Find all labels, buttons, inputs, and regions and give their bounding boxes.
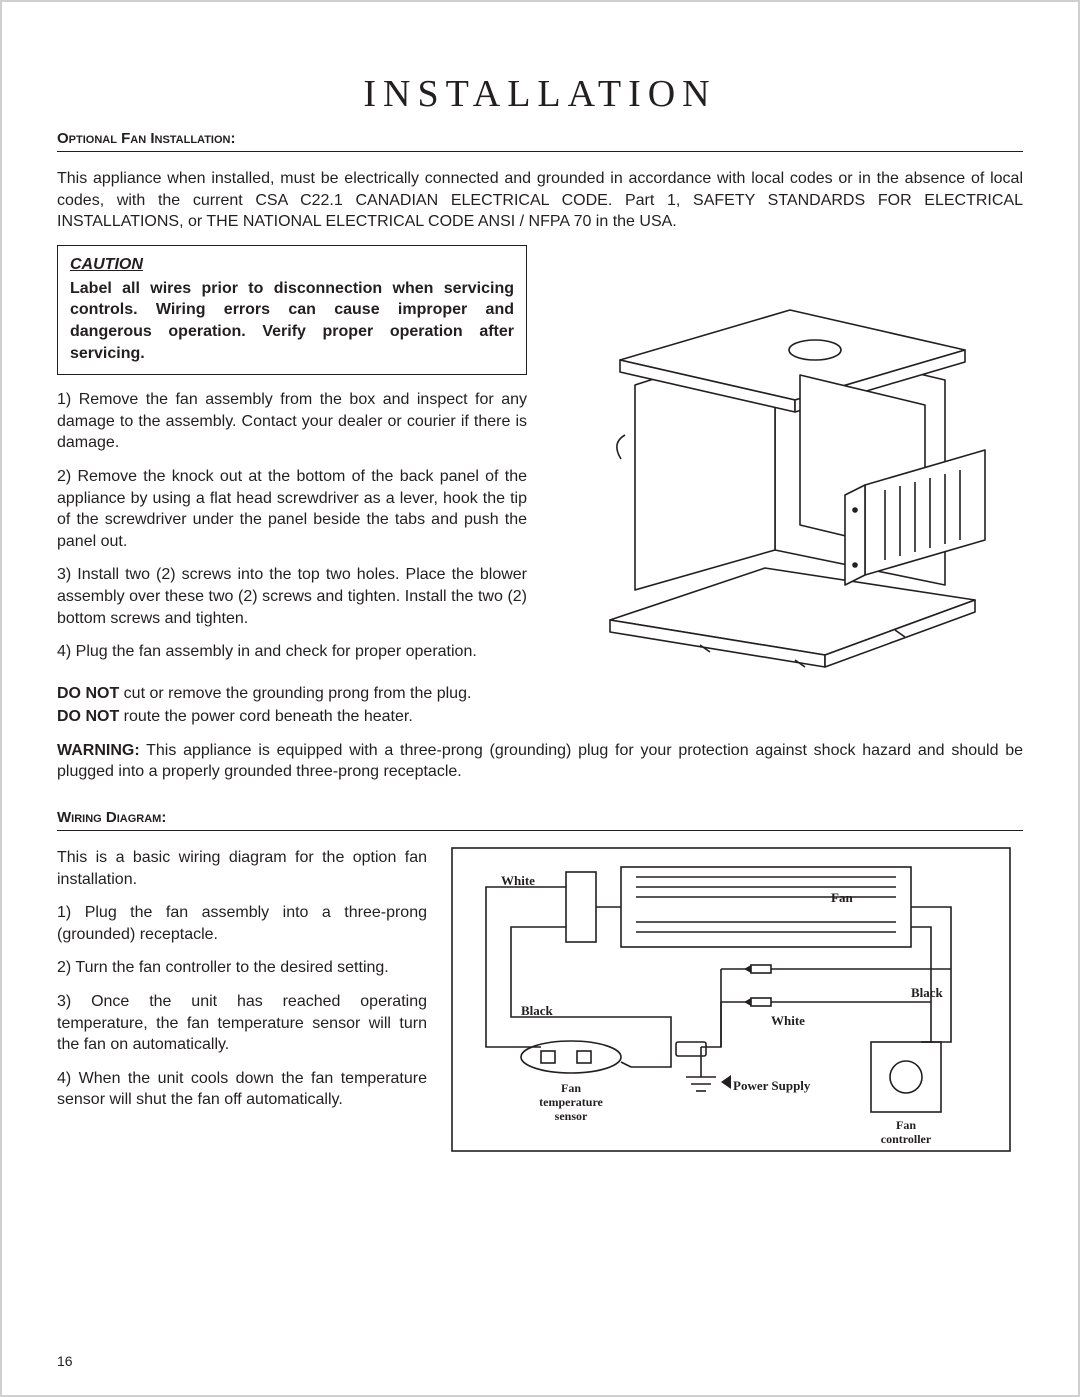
wiring-intro: This is a basic wiring diagram for the o…: [57, 847, 427, 890]
stove-diagram: [565, 250, 1005, 670]
step-text: 2) Remove the knock out at the bottom of…: [57, 466, 527, 552]
caution-body: Label all wires prior to disconnection w…: [70, 278, 514, 364]
step-text: 1) Remove the fan assembly from the box …: [57, 389, 527, 454]
fan-install-left: CAUTION Label all wires prior to disconn…: [57, 245, 527, 675]
wiring-row: This is a basic wiring diagram for the o…: [57, 847, 1023, 1152]
wiring-step: 4) When the unit cools down the fan temp…: [57, 1068, 427, 1111]
donot-text: cut or remove the grounding prong from t…: [119, 685, 471, 702]
page-number: 16: [57, 1353, 73, 1369]
wire-label: temperature: [539, 1095, 603, 1109]
warning-label: WARNING:: [57, 742, 140, 759]
wiring-step: 2) Turn the fan controller to the desire…: [57, 957, 427, 979]
caution-box: CAUTION Label all wires prior to disconn…: [57, 245, 527, 375]
section-header-wiring: Wiring Diagram:: [57, 809, 1023, 826]
wiring-right: White Fan Black Black White Power Supply…: [451, 847, 1023, 1152]
wire-label: Fan: [896, 1118, 916, 1132]
wire-label: Power Supply: [733, 1078, 811, 1093]
page: Installation Optional Fan Installation: …: [0, 0, 1080, 1397]
wiring-diagram: White Fan Black Black White Power Supply…: [451, 847, 1011, 1152]
warning-text: This appliance is equipped with a three-…: [57, 742, 1023, 781]
donot-label: DO NOT: [57, 708, 119, 725]
fan-install-row: CAUTION Label all wires prior to disconn…: [57, 245, 1023, 675]
wiring-step: 1) Plug the fan assembly into a three-pr…: [57, 902, 427, 945]
donot-line: DO NOT route the power cord beneath the …: [57, 706, 1023, 728]
fan-install-right: [547, 245, 1023, 675]
wiring-left: This is a basic wiring diagram for the o…: [57, 847, 427, 1123]
donot-text: route the power cord beneath the heater.: [119, 708, 413, 725]
wire-label: White: [771, 1013, 805, 1028]
warning-line: WARNING: This appliance is equipped with…: [57, 740, 1023, 783]
wire-label: sensor: [555, 1109, 588, 1123]
wiring-step: 3) Once the unit has reached operating t…: [57, 991, 427, 1056]
wire-label: controller: [881, 1132, 932, 1146]
divider: [57, 830, 1023, 831]
spacer: [57, 795, 1023, 809]
donot-line: DO NOT cut or remove the grounding prong…: [57, 683, 1023, 705]
wire-label: Fan: [831, 890, 853, 905]
step-text: 3) Install two (2) screws into the top t…: [57, 564, 527, 629]
intro-text: This appliance when installed, must be e…: [57, 168, 1023, 233]
caution-title: CAUTION: [70, 256, 514, 274]
step-text: 4) Plug the fan assembly in and check fo…: [57, 641, 527, 663]
page-title: Installation: [57, 72, 1023, 116]
wire-label: Black: [911, 985, 944, 1000]
divider: [57, 151, 1023, 152]
section-header-fan: Optional Fan Installation:: [57, 130, 1023, 147]
wire-label: Black: [521, 1003, 554, 1018]
donot-label: DO NOT: [57, 685, 119, 702]
wire-label: Fan: [561, 1081, 581, 1095]
wire-label: White: [501, 873, 535, 888]
